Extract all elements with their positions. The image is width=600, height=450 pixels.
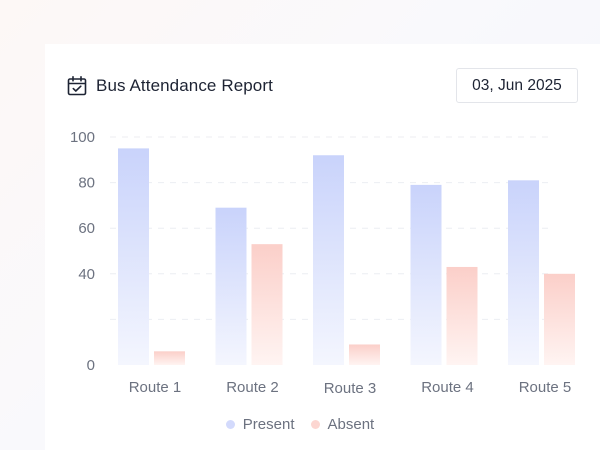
card-header: Bus Attendance Report 03, Jun 2025 — [67, 68, 578, 106]
legend-item-present[interactable]: Present — [225, 416, 295, 433]
x-tick-label: Route 1 — [129, 379, 182, 396]
bar-absent-4[interactable] — [446, 266, 478, 365]
page-title: Bus Attendance Report — [96, 76, 273, 95]
bar-present-2[interactable] — [215, 207, 247, 365]
chart-legend: Present Absent — [0, 416, 600, 433]
bars — [118, 148, 575, 365]
bar-present-5[interactable] — [508, 180, 539, 365]
legend-item-absent[interactable]: Absent — [310, 416, 375, 433]
bar-absent-2[interactable] — [251, 244, 283, 365]
legend-label-absent: Absent — [327, 416, 375, 433]
bar-present-4[interactable] — [410, 184, 442, 365]
bar-present-1[interactable] — [118, 148, 149, 365]
bar-present-3[interactable] — [313, 155, 344, 365]
legend-dot-absent — [310, 420, 320, 429]
date-picker-button[interactable]: 03, Jun 2025 — [456, 68, 578, 103]
x-tick-label: Route 2 — [226, 379, 279, 396]
title-group: Bus Attendance Report — [67, 76, 273, 96]
y-tick-label: 80 — [78, 175, 95, 192]
y-axis-ticks: 0 40 60 80 100 — [70, 129, 95, 374]
bar-absent-3[interactable] — [349, 344, 380, 365]
bar-absent-5[interactable] — [544, 273, 575, 365]
calendar-check-icon — [67, 76, 87, 96]
legend-dot-present — [225, 420, 235, 429]
y-tick-label: 60 — [78, 220, 95, 237]
y-tick-label: 0 — [87, 357, 95, 374]
legend-label-present: Present — [242, 416, 295, 433]
x-tick-label: Route 5 — [519, 379, 572, 396]
bar-absent-1[interactable] — [154, 351, 185, 365]
x-axis-ticks: Route 1 Route 2 Route 3 Route 4 Route 5 — [129, 379, 572, 397]
y-tick-label: 100 — [70, 129, 95, 146]
y-tick-label: 40 — [78, 266, 95, 283]
x-tick-label: Route 4 — [421, 379, 474, 396]
x-tick-label: Route 3 — [324, 380, 377, 397]
